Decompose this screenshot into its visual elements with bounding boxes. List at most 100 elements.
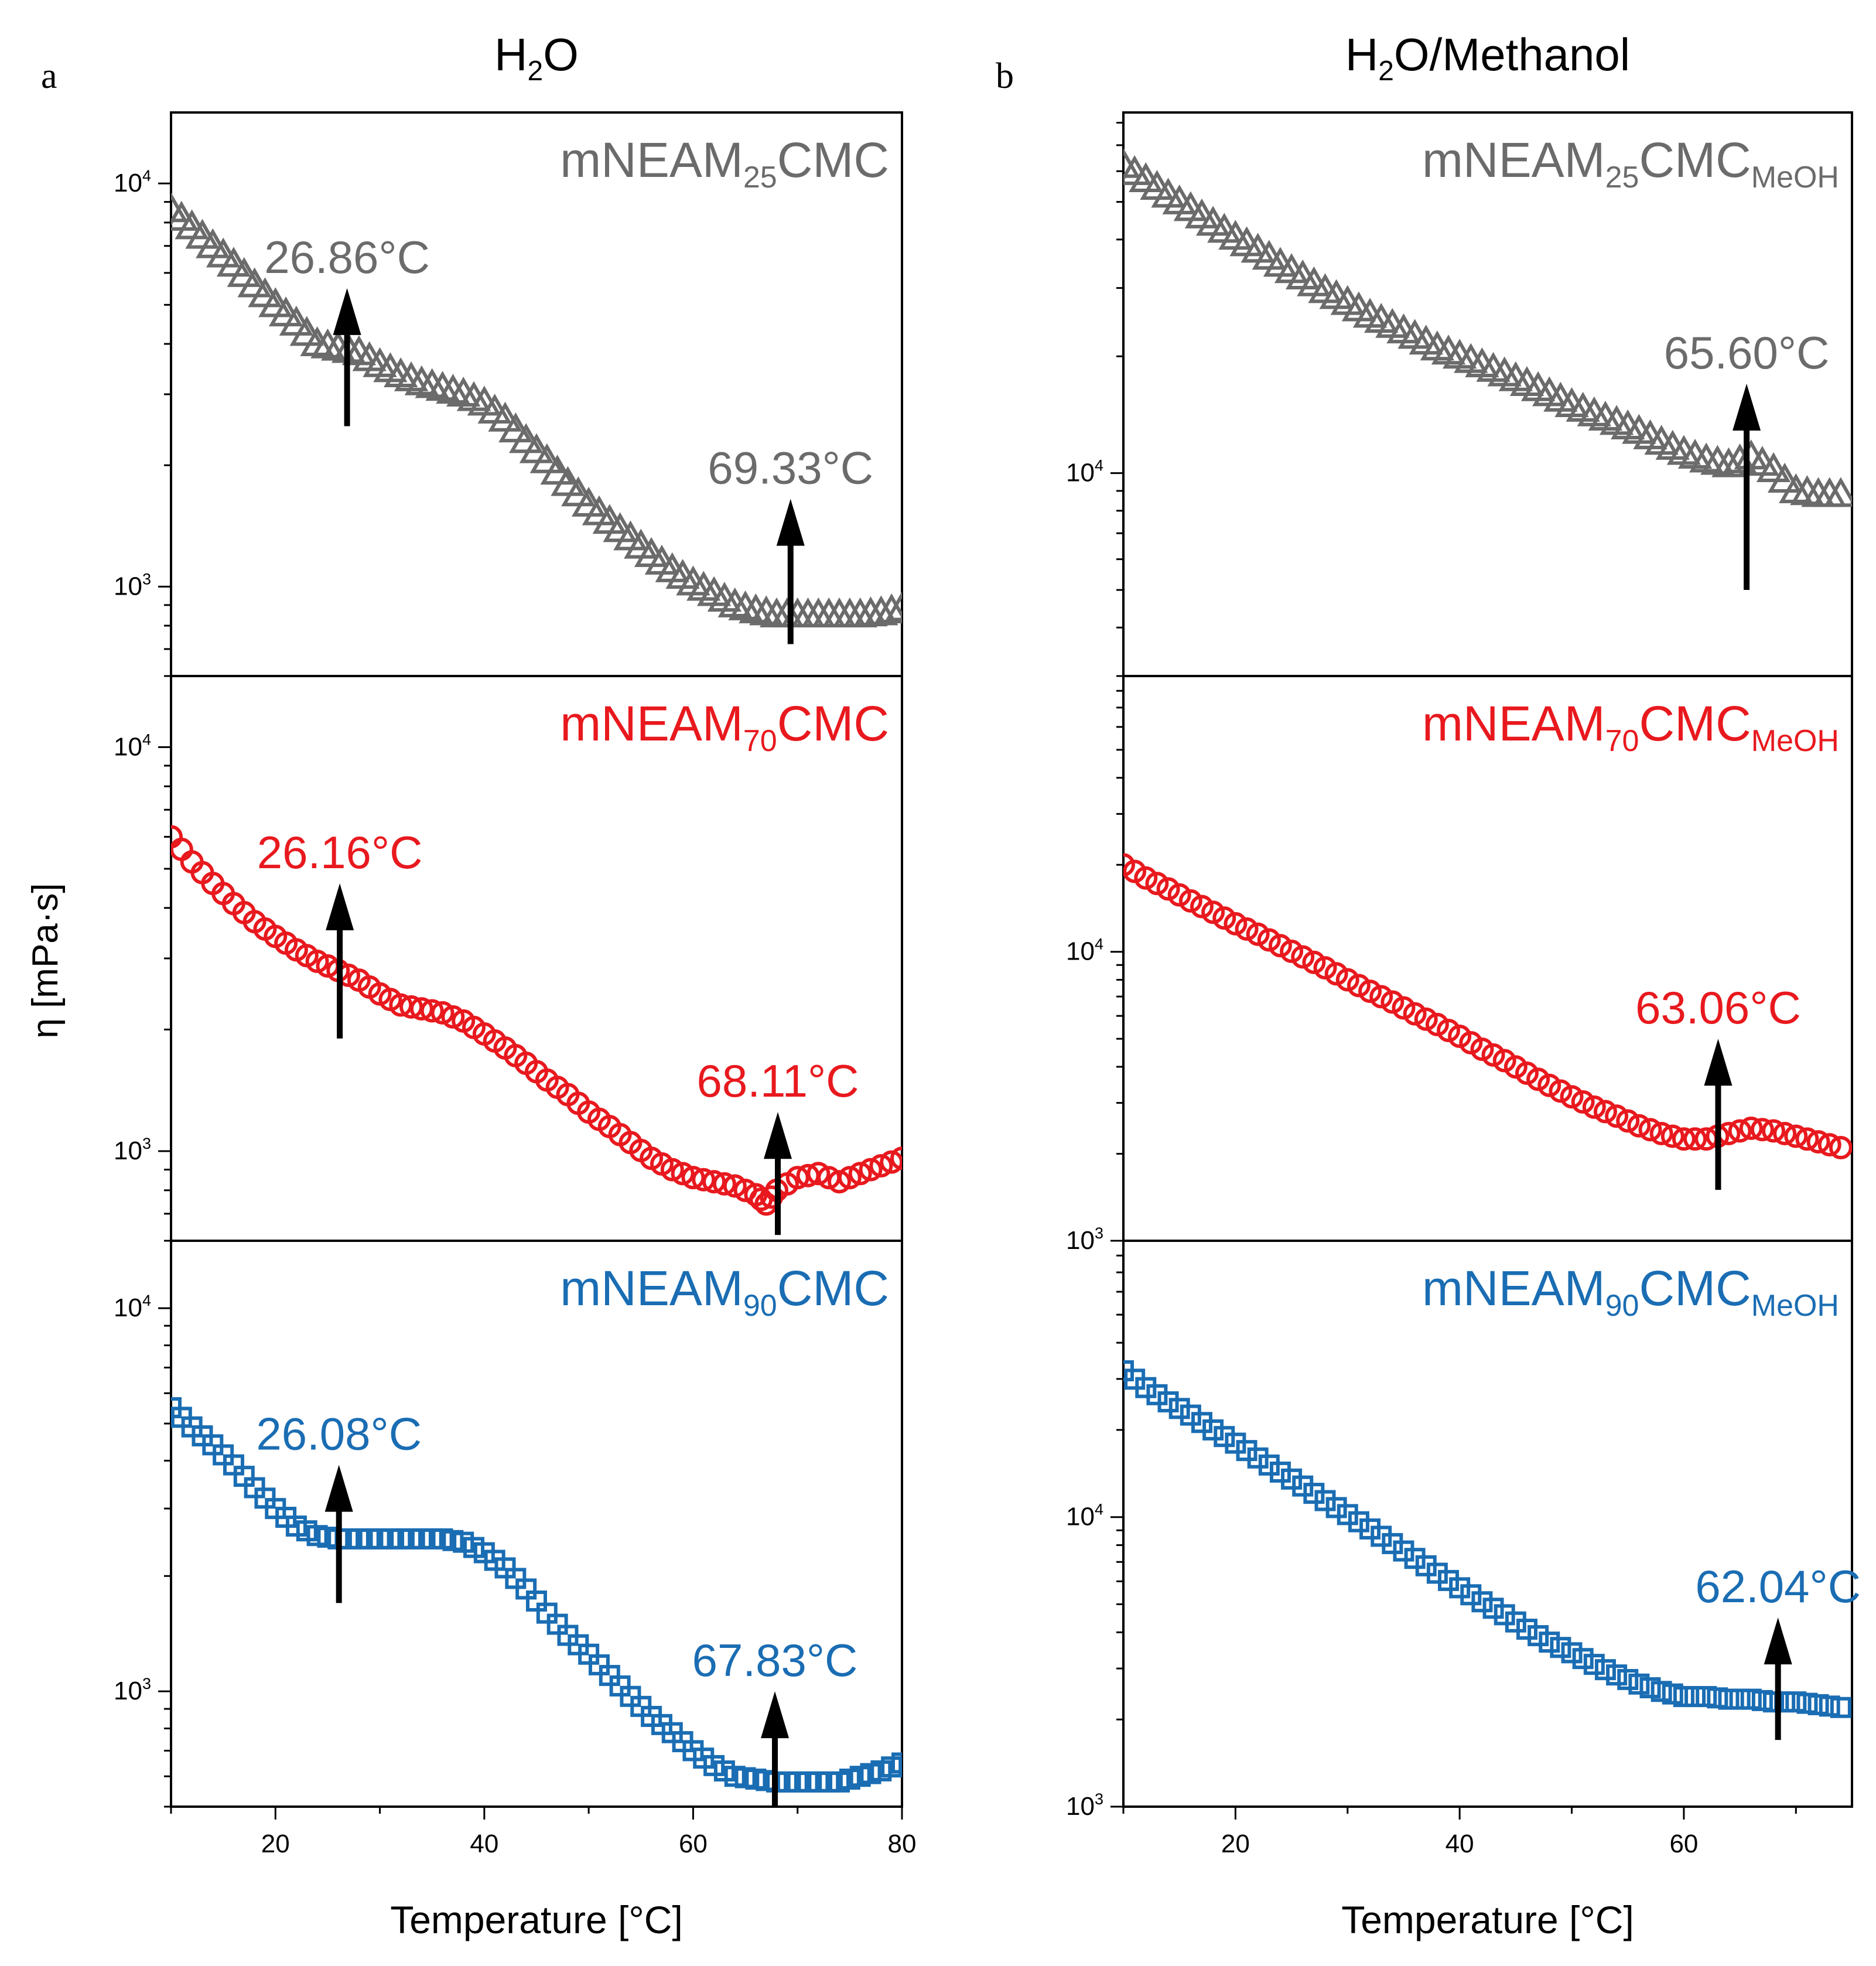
data-point (1358, 979, 1382, 1004)
data-point (248, 277, 282, 308)
series-a1 (171, 192, 902, 627)
series-title: mNEAM90​CMCMeOH​ (1422, 1261, 1839, 1323)
data-point (1392, 996, 1416, 1020)
data-point (1728, 1119, 1752, 1143)
data-point (420, 999, 444, 1023)
data-point (1582, 1095, 1606, 1119)
data-point (1178, 889, 1202, 913)
series-title: mNEAM25​CMC (560, 132, 889, 194)
data-point (1823, 477, 1852, 507)
data-point (890, 1146, 902, 1170)
data-point (1470, 1037, 1494, 1061)
data-point (1627, 1114, 1651, 1138)
y-tick-label: 103​ (114, 1675, 151, 1705)
y-tick-label: 104​ (1066, 1501, 1103, 1531)
data-point (404, 365, 439, 395)
x-tick-label: 80 (888, 1830, 917, 1858)
data-point (1291, 945, 1315, 969)
data-point (1707, 1687, 1728, 1709)
data-point (1684, 1686, 1706, 1708)
data-point (1718, 1688, 1740, 1710)
data-point (1190, 895, 1214, 919)
panel-a3: 103​ 104​ 20 40 60 80 26.08°C 67.83°C mNEAM90​CM… (114, 1240, 917, 1858)
data-point (1572, 1648, 1594, 1670)
series-title: mNEAM70​CMC (560, 696, 889, 758)
annotation-label: 68.11°C (697, 1055, 859, 1107)
annotation-arrow (1764, 1617, 1792, 1740)
data-point (1594, 1659, 1616, 1681)
y-axis-label: η [mPa·s] (25, 883, 66, 1038)
data-point (1756, 452, 1791, 482)
data-point (1729, 1688, 1751, 1710)
data-point (1167, 883, 1191, 907)
data-point (1202, 1419, 1224, 1441)
data-point (509, 423, 544, 453)
panel-b2: 103​ 104​ 63.06°C mNEAM70​CMCMeOH​ (1066, 675, 1853, 1255)
data-point (1448, 1024, 1472, 1048)
data-point (723, 1174, 747, 1198)
data-point (1539, 1631, 1560, 1653)
plot-frame (1122, 111, 1853, 677)
data-point (864, 595, 898, 626)
data-point (712, 1172, 736, 1196)
data-point (305, 950, 329, 974)
data-point (1683, 1127, 1707, 1151)
x-tick-label: 20 (261, 1830, 290, 1858)
x-tick-label: 40 (470, 1830, 498, 1858)
panel-b1: 104​ 65.60°C mNEAM25​CMCMeOH​ (1066, 111, 1853, 677)
series-a3 (171, 1397, 902, 1793)
data-point (1660, 1124, 1684, 1148)
x-tick-label: 60 (1669, 1830, 1698, 1858)
data-point (540, 455, 575, 485)
data-point (1414, 1007, 1438, 1031)
annotation-arrow (324, 1465, 353, 1603)
x-tick-label: 60 (679, 1830, 708, 1858)
data-point (869, 1153, 893, 1177)
data-point (430, 1001, 455, 1025)
data-point (660, 1158, 684, 1182)
data-point (1482, 1598, 1504, 1619)
data-point (415, 368, 449, 398)
data-point (1257, 928, 1281, 952)
data-point (279, 305, 314, 336)
data-point (1201, 900, 1225, 924)
plot-frame (170, 675, 903, 1242)
data-point (1616, 1109, 1640, 1133)
data-point (1571, 1090, 1595, 1114)
data-point (171, 837, 193, 861)
series-title: mNEAM25​CMCMeOH​ (1422, 132, 1839, 194)
data-point (1212, 906, 1236, 930)
annotation-arrow (776, 499, 805, 644)
data-point (1773, 1122, 1797, 1146)
plot-frame (170, 1240, 903, 1808)
data-point (1583, 1654, 1605, 1675)
data-point (1537, 1073, 1561, 1097)
data-point (1795, 1127, 1819, 1151)
data-point (1335, 968, 1359, 992)
y-tick-label: 103​ (114, 1135, 151, 1165)
data-point (1711, 447, 1746, 477)
data-point (1796, 1692, 1818, 1714)
x-axis-label-b: Temperature [°C] (1341, 1898, 1634, 1941)
data-point (1785, 1691, 1807, 1713)
data-point (441, 1005, 465, 1029)
panel-a1: 103​ 104​ 26.86°C 69.33°C mNEAM25​CMC (114, 111, 903, 677)
data-point (807, 1162, 831, 1186)
data-point (1214, 1426, 1235, 1448)
annotation-arrow (333, 288, 361, 426)
data-point (891, 1752, 902, 1774)
annotation-label: 65.60°C (1664, 327, 1830, 378)
annotation-label: 62.04°C (1695, 1561, 1861, 1612)
data-point (498, 412, 533, 443)
data-point (1302, 950, 1326, 974)
series-b3 (1123, 1360, 1851, 1718)
data-point (749, 595, 784, 626)
data-point (1606, 1664, 1628, 1686)
y-tick-label: 104​ (1066, 457, 1103, 487)
data-point (1503, 1055, 1528, 1079)
data-point (1168, 1398, 1190, 1419)
series-title: mNEAM90​CMC (560, 1261, 889, 1323)
data-point (529, 443, 564, 473)
panel-b-label: b (996, 56, 1014, 96)
